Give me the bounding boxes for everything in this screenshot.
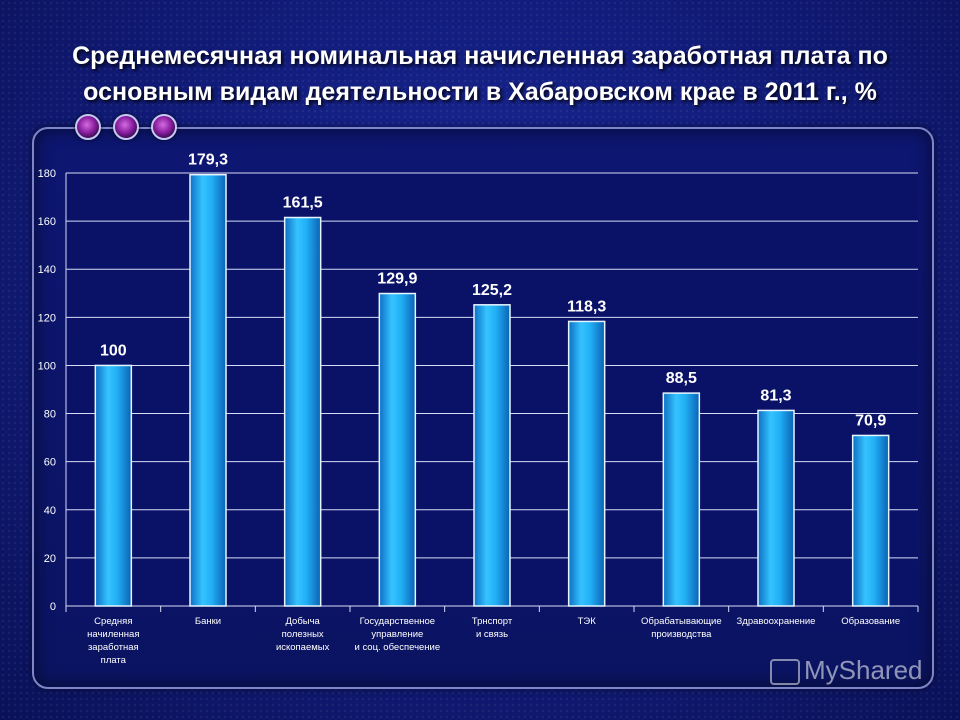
bar-value-label: 81,3 [760, 387, 791, 404]
watermark: MyShared [770, 655, 923, 686]
decor-circle-icon [113, 114, 139, 140]
bar [662, 392, 701, 607]
x-category-label: Обрабатывающие [641, 616, 722, 627]
x-category-label: ископаемых [276, 642, 330, 653]
y-tick-label: 20 [44, 553, 56, 565]
bar-value-label: 179,3 [188, 152, 228, 169]
bar [567, 320, 606, 607]
y-tick-label: 80 [44, 409, 56, 421]
title-line-2: основным видам деятельности в Хабаровско… [83, 78, 877, 106]
bar-value-label: 125,2 [472, 282, 512, 299]
y-tick-label: 100 [38, 360, 56, 372]
x-category-label: управление [371, 629, 423, 640]
watermark-text: MyShared [804, 655, 923, 685]
decor-circle-icon [75, 114, 101, 140]
x-category-label: и связь [476, 629, 508, 640]
title-line-1: Среднемесячная номинальная начисленная з… [72, 42, 888, 70]
y-tick-label: 160 [38, 216, 56, 228]
x-category-label: плата [101, 655, 127, 666]
bar-value-label: 70,9 [855, 412, 886, 429]
bar [189, 173, 227, 607]
bar [473, 304, 511, 607]
bar [94, 364, 133, 607]
x-category-label: производства [651, 629, 712, 640]
bar [851, 434, 890, 607]
x-category-label: Здравоохранение [737, 616, 816, 627]
y-tick-label: 0 [50, 601, 56, 613]
x-category-label: Трнспорт [472, 616, 513, 627]
y-tick-label: 140 [38, 264, 56, 276]
y-tick-label: 180 [38, 168, 56, 180]
bar [378, 292, 417, 607]
x-category-label: и соц. обеспечение [355, 642, 441, 653]
y-tick-label: 120 [38, 312, 56, 324]
bar-value-label: 88,5 [666, 370, 697, 387]
x-category-label: ТЭК [578, 616, 597, 627]
y-tick-label: 60 [44, 457, 56, 469]
x-category-label: Образование [841, 616, 900, 627]
x-category-label: Банки [195, 616, 221, 627]
x-category-label: заработная [88, 642, 139, 653]
slide-title: Среднемесячная номинальная начисленная з… [20, 38, 940, 110]
decor-circle-icon [151, 114, 177, 140]
bar [283, 216, 322, 607]
x-category-label: Средняя [94, 616, 132, 627]
y-tick-label: 40 [44, 505, 56, 517]
bar-value-label: 100 [100, 342, 127, 359]
watermark-logo-icon [770, 659, 800, 686]
x-category-label: Добыча [286, 616, 321, 627]
x-category-label: Государственное [360, 616, 435, 627]
x-category-label: полезных [282, 629, 324, 640]
bar [757, 409, 795, 607]
bar-value-label: 118,3 [567, 298, 606, 315]
x-category-label: начиленная [87, 629, 139, 640]
bar-value-label: 129,9 [377, 271, 417, 288]
bar-value-label: 161,5 [283, 195, 323, 212]
